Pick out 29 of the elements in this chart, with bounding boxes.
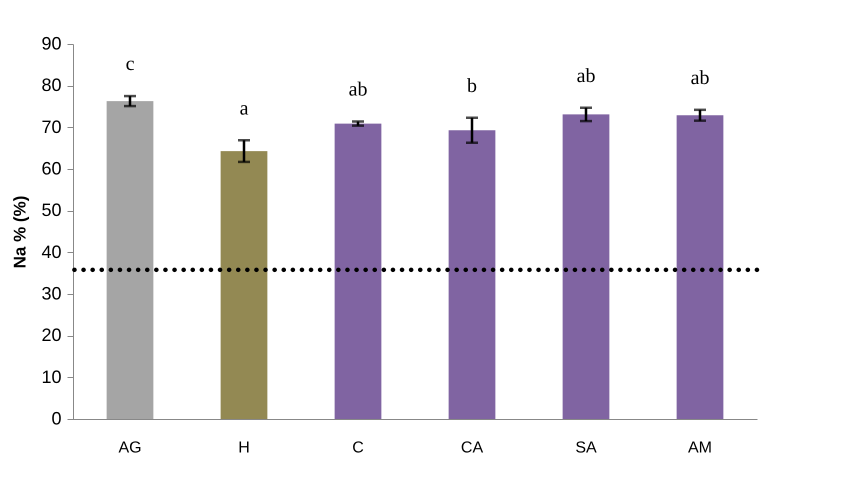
annotation: ab: [690, 66, 710, 89]
y-tick-label: 60: [41, 158, 62, 178]
bar: [106, 101, 154, 419]
bar: [448, 130, 496, 419]
bar: [562, 114, 610, 419]
annotation: b: [467, 74, 477, 97]
x-tick-label: AM: [688, 440, 712, 456]
bar: [676, 115, 724, 419]
x-tick-label: AG: [118, 440, 142, 456]
x-tick-label: H: [238, 440, 250, 456]
x-tick-label: CA: [460, 440, 484, 456]
annotation: a: [240, 97, 249, 120]
y-tick-label: 30: [41, 284, 62, 304]
y-tick-label: 40: [41, 242, 62, 262]
bar: [220, 151, 268, 419]
y-tick-label: 50: [41, 200, 62, 220]
annotation: ab: [576, 64, 596, 87]
y-tick-label: 70: [41, 116, 62, 137]
annotation: c: [126, 53, 135, 76]
y-tick-label: 80: [41, 75, 62, 96]
y-tick-label: 10: [41, 366, 62, 387]
y-tick-label: 0: [51, 408, 62, 428]
x-tick-label: SA: [575, 440, 597, 456]
y-tick-label: 20: [41, 325, 62, 346]
y-axis-title: Na % (%): [10, 196, 30, 268]
bar: [334, 124, 382, 419]
x-tick-label: C: [352, 440, 364, 456]
annotation: ab: [348, 78, 368, 100]
y-tick-label: 90: [41, 34, 62, 54]
